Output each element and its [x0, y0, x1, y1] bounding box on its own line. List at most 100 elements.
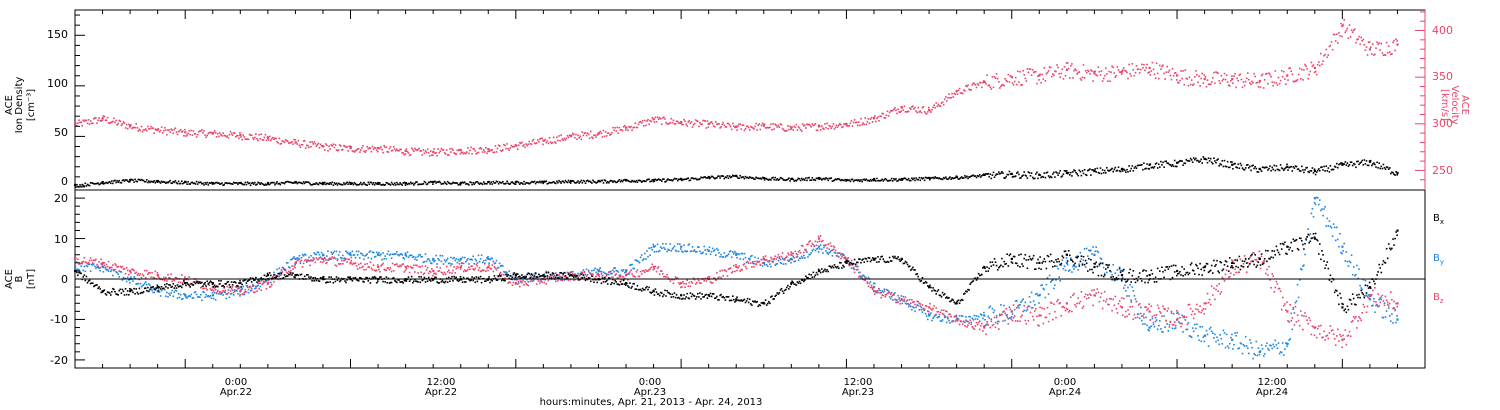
data-point: [398, 265, 400, 268]
data-point: [1303, 171, 1305, 174]
data-point: [982, 330, 984, 332]
data-point: [118, 179, 120, 182]
data-point: [433, 148, 435, 150]
data-point: [1258, 353, 1261, 356]
data-point: [455, 267, 457, 270]
data-point: [1252, 357, 1254, 360]
data-point: [289, 141, 291, 144]
data-point: [1041, 307, 1043, 310]
data-point: [781, 252, 784, 254]
data-point: [449, 262, 451, 265]
data-point: [431, 262, 433, 265]
data-point: [609, 270, 611, 273]
data-point: [213, 287, 216, 290]
data-point: [825, 126, 827, 129]
data-point: [727, 122, 730, 125]
data-point: [227, 291, 230, 294]
data-point: [189, 295, 191, 298]
data-point: [117, 181, 119, 183]
data-point: [492, 151, 495, 154]
data-point: [219, 291, 221, 294]
data-point: [1159, 310, 1161, 313]
data-point: [459, 268, 462, 270]
data-point: [730, 176, 733, 178]
data-point: [1176, 74, 1179, 77]
data-point: [561, 138, 563, 140]
data-point: [1003, 304, 1005, 307]
data-point: [1128, 165, 1130, 167]
data-point: [327, 150, 329, 152]
data-point: [245, 290, 248, 293]
data-point: [123, 268, 126, 270]
data-point: [1224, 78, 1227, 81]
data-point: [657, 250, 660, 253]
data-point: [1035, 173, 1037, 175]
data-point: [1233, 163, 1235, 165]
data-point: [686, 125, 688, 127]
data-point: [398, 150, 400, 152]
data-point: [723, 177, 726, 180]
data-point: [460, 151, 463, 154]
data-point: [592, 275, 594, 277]
data-point: [1107, 169, 1109, 172]
data-point: [583, 180, 586, 183]
data-point: [475, 181, 478, 183]
data-point: [593, 269, 595, 271]
data-point: [544, 138, 546, 141]
data-point: [987, 173, 989, 175]
data-point: [1238, 271, 1241, 273]
data-point: [1350, 29, 1353, 31]
data-point: [1166, 162, 1168, 164]
data-point: [298, 254, 301, 257]
data-point: [1273, 345, 1276, 348]
data-point: [629, 264, 631, 266]
data-point: [1156, 167, 1159, 169]
data-point: [858, 276, 860, 278]
data-point: [313, 252, 315, 254]
data-point: [1065, 261, 1068, 264]
data-point: [317, 183, 320, 186]
data-point: [1226, 345, 1229, 347]
data-point: [637, 179, 640, 182]
data-point: [164, 279, 166, 282]
data-point: [102, 271, 105, 273]
data-point: [310, 255, 312, 257]
data-point: [983, 314, 986, 317]
data-point: [525, 282, 527, 285]
data-point: [895, 178, 897, 180]
data-point: [314, 261, 317, 264]
data-point: [888, 296, 891, 298]
data-point: [1216, 159, 1218, 161]
data-point: [902, 109, 905, 111]
data-point: [1031, 69, 1034, 71]
data-point: [814, 123, 817, 125]
data-point: [360, 262, 362, 265]
data-point: [528, 183, 531, 185]
data-point: [946, 310, 948, 313]
data-point: [898, 178, 900, 181]
data-point: [686, 250, 688, 252]
data-point: [773, 128, 775, 130]
data-point: [880, 179, 882, 182]
data-point: [918, 111, 921, 113]
data-point: [290, 258, 292, 261]
data-point: [982, 174, 984, 176]
data-point: [244, 181, 247, 184]
data-point: [1272, 168, 1274, 171]
data-point: [221, 182, 223, 184]
data-point: [1172, 74, 1175, 77]
data-point: [765, 178, 768, 180]
data-point: [153, 277, 155, 279]
data-point: [578, 275, 580, 277]
data-point: [480, 148, 483, 150]
data-point: [640, 273, 643, 275]
data-point: [1334, 166, 1337, 168]
data-point: [1024, 77, 1027, 80]
data-point: [416, 259, 418, 261]
data-point: [254, 181, 256, 184]
data-point: [426, 258, 429, 261]
data-point: [796, 129, 799, 131]
data-point: [633, 267, 635, 270]
data-point: [1153, 314, 1156, 317]
data-point: [922, 177, 925, 179]
